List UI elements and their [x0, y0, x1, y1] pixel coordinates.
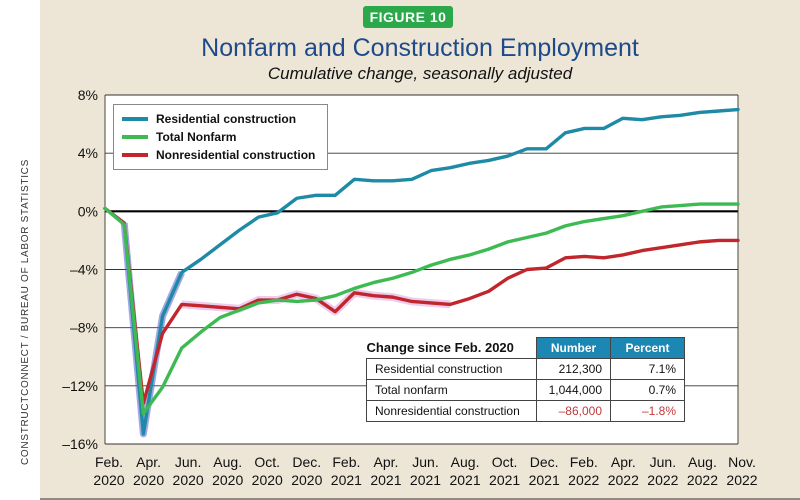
table-header-number: Number [536, 337, 611, 359]
table-header-percent: Percent [610, 337, 685, 359]
x-tick-label: Dec. 2020 [291, 454, 322, 488]
row-percent: 7.1% [610, 358, 685, 380]
row-number: 212,300 [536, 358, 611, 380]
table-row: Total nonfarm 1,044,000 0.7% [366, 379, 685, 401]
x-tick-label: Jun. 2020 [173, 454, 204, 488]
x-tick-label: Oct. 2020 [252, 454, 283, 488]
table-row: Nonresidential construction –86,000 –1.8… [366, 400, 685, 422]
y-tick-label: –12% [62, 378, 98, 394]
x-tick-label: Nov. 2022 [726, 454, 757, 488]
figure-badge: FIGURE 10 [363, 6, 453, 28]
y-tick-label: 8% [78, 87, 98, 103]
x-tick-label: Apr. 2022 [608, 454, 639, 488]
y-tick-label: 0% [78, 203, 98, 219]
x-tick-label: Aug. 2020 [212, 454, 243, 488]
legend-item-residential: Residential construction [122, 110, 319, 128]
legend-label-residential: Residential construction [156, 112, 297, 126]
row-label: Total nonfarm [366, 379, 537, 401]
x-tick-label: Feb. 2021 [331, 454, 362, 488]
x-tick-label: Jun. 2022 [647, 454, 678, 488]
row-percent: 0.7% [610, 379, 685, 401]
x-tick-label: Dec. 2021 [529, 454, 560, 488]
row-label: Residential construction [366, 358, 537, 380]
legend-swatch-residential [122, 117, 148, 121]
legend-swatch-nonfarm [122, 135, 148, 139]
x-tick-label: Apr. 2020 [133, 454, 164, 488]
legend-swatch-nonresidential [122, 153, 148, 157]
table-header-label: Change since Feb. 2020 [366, 337, 537, 359]
x-tick-label: Feb. 2020 [93, 454, 124, 488]
row-number: –86,000 [536, 400, 611, 422]
legend-item-nonfarm: Total Nonfarm [122, 128, 319, 146]
y-tick-label: –4% [70, 262, 98, 278]
y-tick-label: –8% [70, 320, 98, 336]
row-percent: –1.8% [610, 400, 685, 422]
series-line-nonresidential [103, 206, 740, 405]
y-tick-label: 4% [78, 145, 98, 161]
series-line-nonfarm [103, 202, 740, 416]
table-header-row: Change since Feb. 2020 Number Percent [366, 337, 685, 359]
x-tick-label: Aug. 2022 [687, 454, 718, 488]
y-tick-label: –16% [62, 436, 98, 452]
x-tick-label: Apr. 2021 [370, 454, 401, 488]
x-tick-label: Feb. 2022 [568, 454, 599, 488]
chart-title: Nonfarm and Construction Employment [201, 34, 639, 62]
legend-label-nonresidential: Nonresidential construction [156, 148, 316, 162]
x-tick-label: Jun. 2021 [410, 454, 441, 488]
change-table: Change since Feb. 2020 Number Percent Re… [366, 337, 685, 422]
series-line-residential [103, 107, 740, 436]
x-tick-label: Aug. 2021 [449, 454, 480, 488]
chart-legend: Residential construction Total Nonfarm N… [113, 104, 328, 170]
row-number: 1,044,000 [536, 379, 611, 401]
legend-label-nonfarm: Total Nonfarm [156, 130, 237, 144]
table-row: Residential construction 212,300 7.1% [366, 358, 685, 380]
chart-subtitle: Cumulative change, seasonally adjusted [267, 64, 573, 83]
row-label: Nonresidential construction [366, 400, 537, 422]
legend-item-nonresidential: Nonresidential construction [122, 146, 319, 164]
x-tick-label: Oct. 2021 [489, 454, 520, 488]
